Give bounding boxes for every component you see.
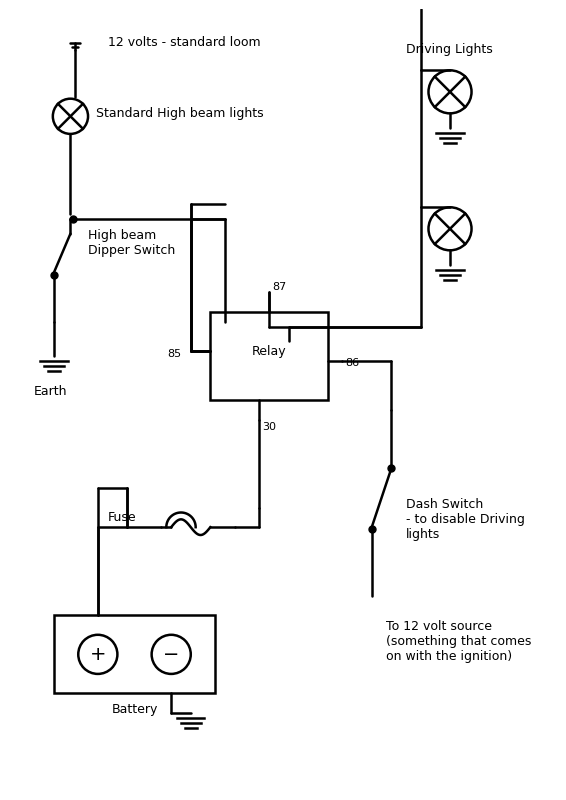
- Bar: [211, 312, 328, 400]
- Text: Standard High beam lights: Standard High beam lights: [96, 107, 264, 120]
- Text: Earth: Earth: [34, 386, 68, 398]
- Text: Dash Switch
- to disable Driving
lights: Dash Switch - to disable Driving lights: [406, 498, 525, 541]
- Text: 12 volts - standard loom: 12 volts - standard loom: [108, 36, 260, 49]
- Text: Fuse: Fuse: [108, 511, 136, 524]
- Text: Driving Lights: Driving Lights: [406, 43, 493, 56]
- Bar: [54, 615, 215, 694]
- Text: High beam
Dipper Switch: High beam Dipper Switch: [88, 229, 175, 257]
- Text: 87: 87: [272, 282, 286, 292]
- Text: 85: 85: [167, 349, 181, 359]
- Text: 30: 30: [262, 422, 276, 431]
- Text: Battery: Battery: [112, 703, 158, 716]
- Text: To 12 volt source
(something that comes
on with the ignition): To 12 volt source (something that comes …: [387, 620, 532, 663]
- Text: +: +: [89, 645, 106, 664]
- Text: −: −: [163, 645, 179, 664]
- Text: Relay: Relay: [252, 345, 286, 358]
- Text: 86: 86: [345, 358, 359, 368]
